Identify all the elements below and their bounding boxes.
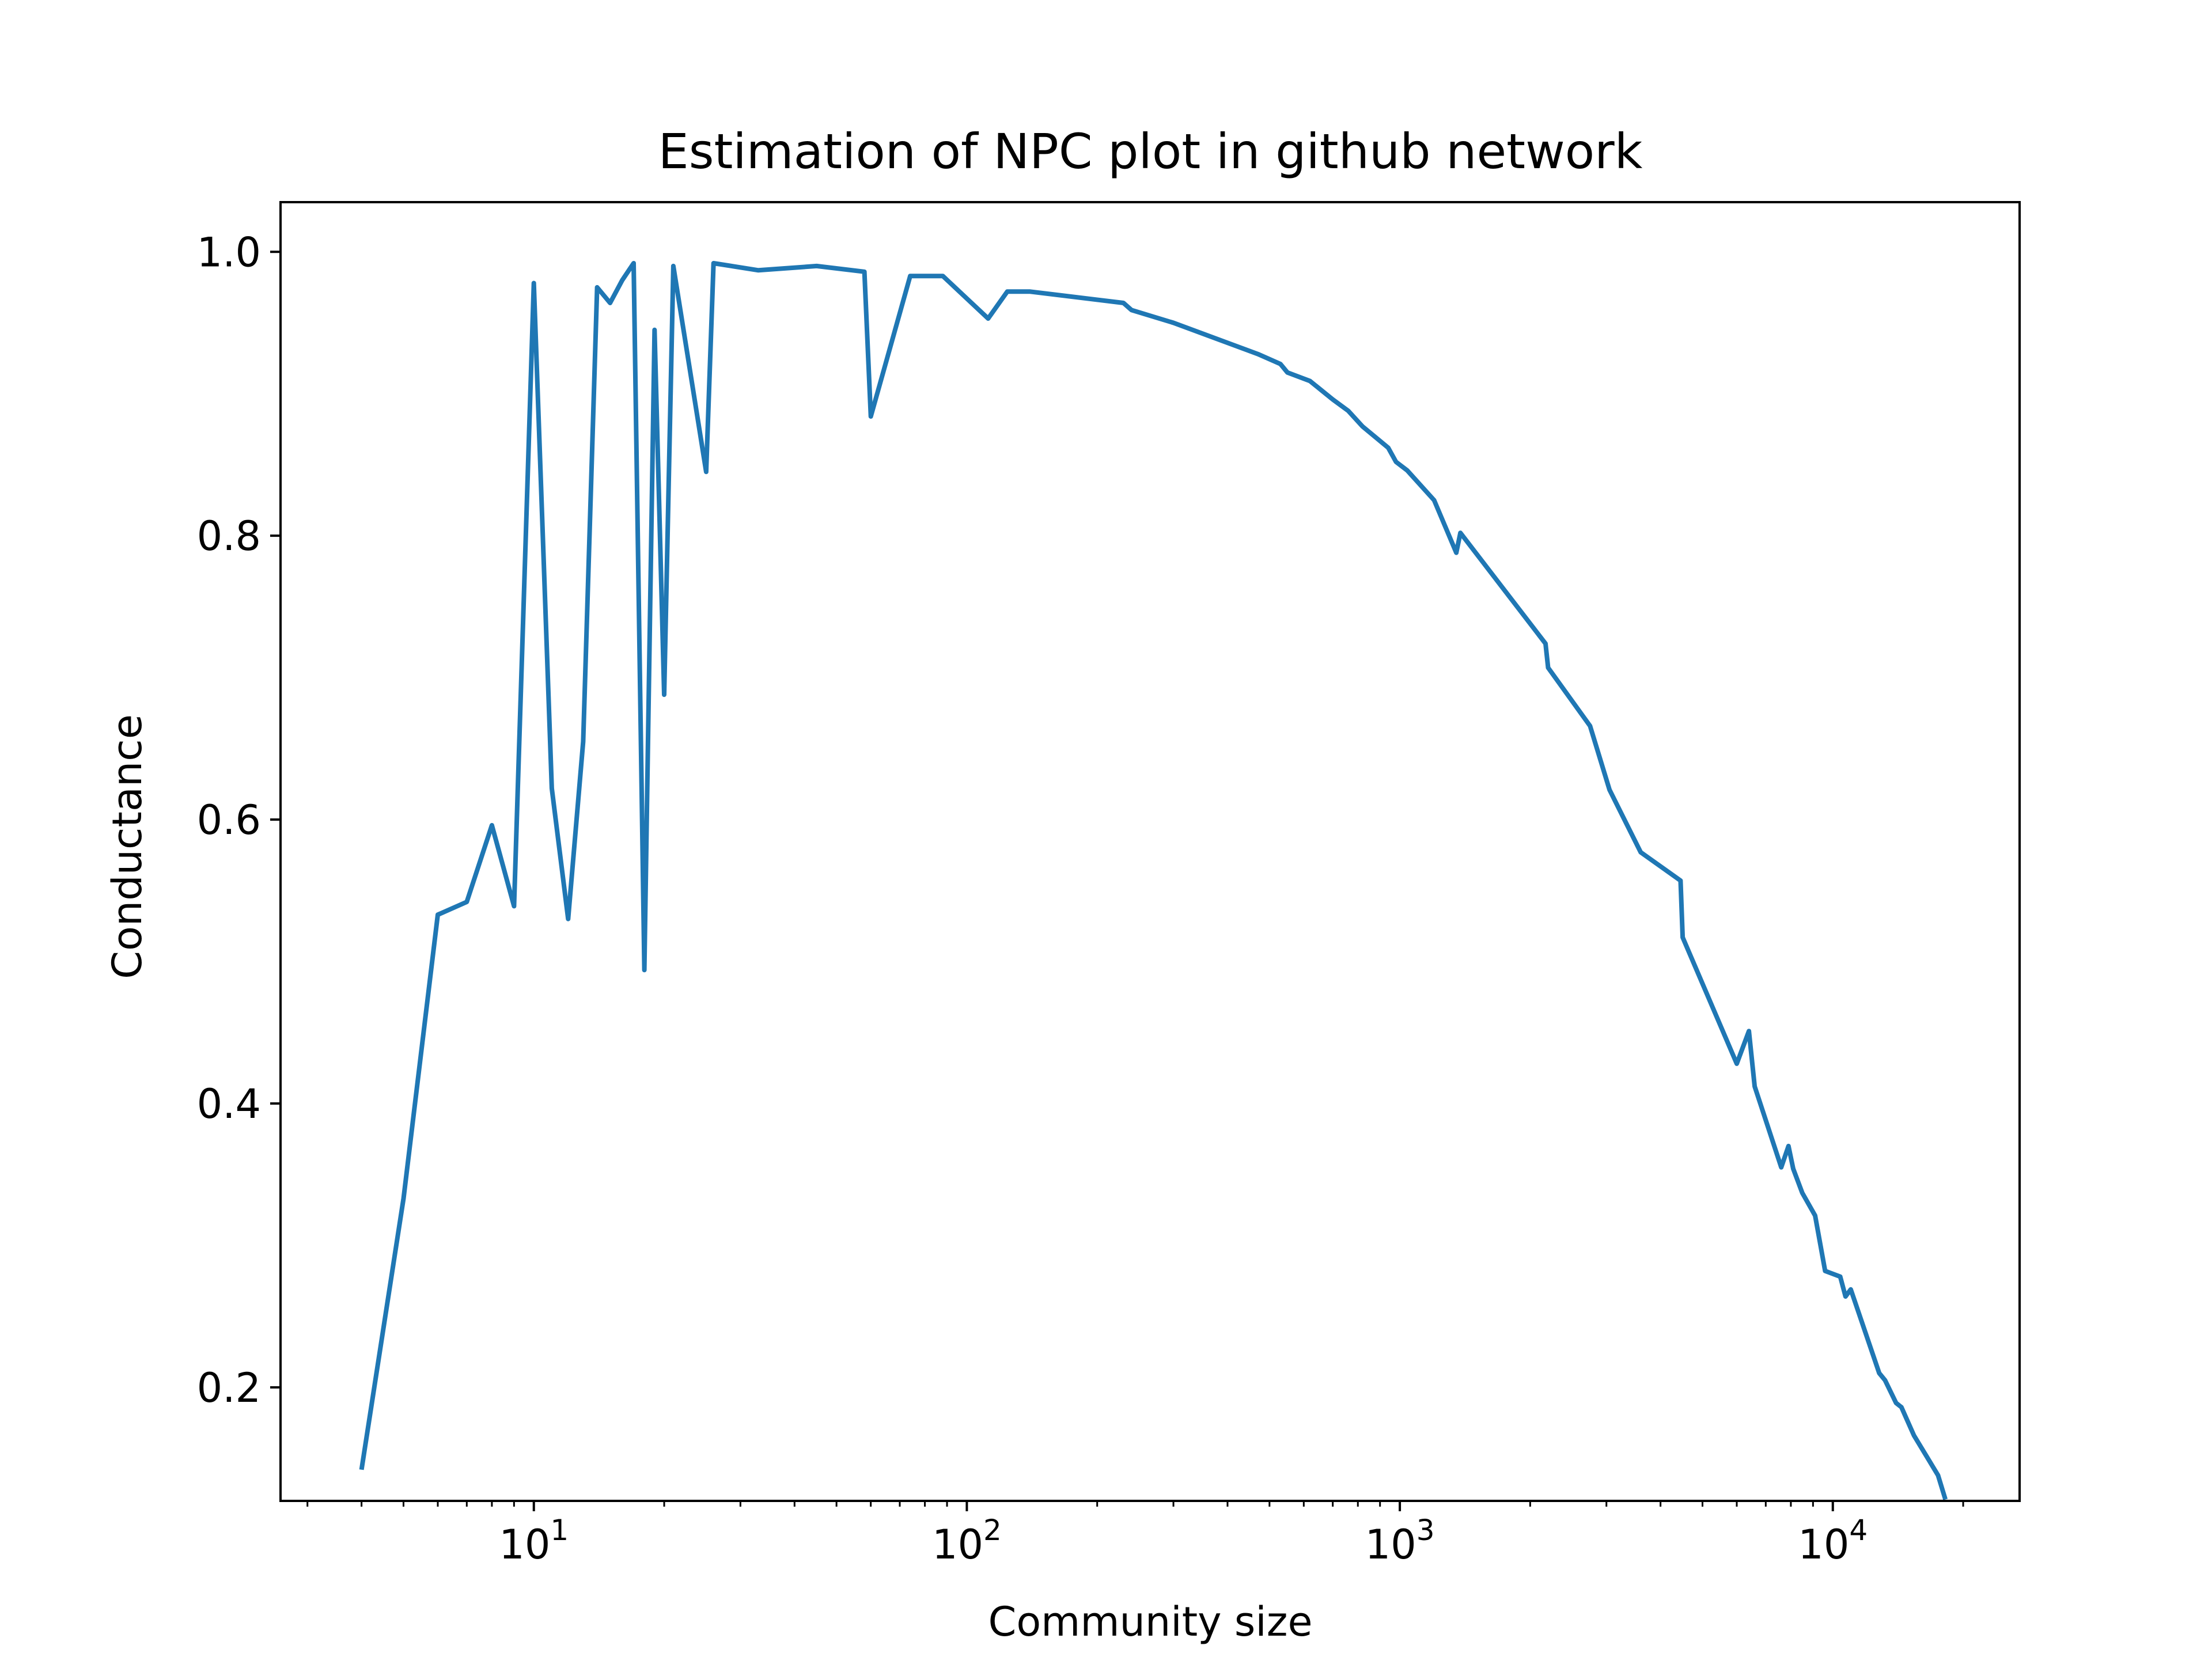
data-point: [1845, 1296, 1846, 1297]
data-point: [1736, 1063, 1737, 1064]
data-point: [1609, 789, 1610, 790]
data-point: [1896, 1402, 1897, 1404]
data-point: [1131, 309, 1132, 310]
data-point: [1901, 1406, 1902, 1408]
data-point: [1914, 1435, 1915, 1436]
x-tick-label: 103: [1365, 1514, 1435, 1568]
y-tick-label: 0.8: [197, 513, 261, 560]
data-point: [1815, 1215, 1816, 1216]
data-point: [654, 329, 655, 331]
y-tick-label: 0.2: [197, 1364, 261, 1412]
data-point: [1388, 447, 1389, 448]
y-tick-label: 1.0: [197, 229, 261, 276]
series-line: [359, 261, 1948, 1500]
data-point: [1937, 1475, 1938, 1476]
data-point: [1793, 1168, 1794, 1169]
data-point: [1348, 410, 1349, 411]
data-point: [1548, 667, 1549, 668]
data-point: [1754, 1086, 1755, 1087]
data-point: [1029, 291, 1031, 292]
data-point: [1332, 399, 1334, 400]
data-point: [361, 1469, 362, 1470]
x-tick-label: 104: [1798, 1514, 1868, 1568]
data-point: [582, 741, 584, 742]
data-point: [1680, 880, 1681, 881]
data-point: [1640, 852, 1641, 853]
data-point: [1788, 1146, 1789, 1147]
data-point: [1257, 354, 1259, 355]
data-point: [706, 471, 707, 472]
data-point: [466, 901, 467, 902]
chart-title: Estimation of NPC plot in github network: [658, 123, 1643, 180]
data-point: [513, 905, 514, 907]
data-point: [987, 318, 988, 319]
data-point: [622, 280, 623, 281]
data-point: [1396, 461, 1397, 462]
data-point: [1781, 1167, 1782, 1168]
data-point: [597, 287, 598, 288]
data-point: [1362, 426, 1363, 427]
data-point: [1460, 532, 1461, 533]
data-point: [551, 788, 552, 789]
data-point: [758, 270, 759, 271]
data-point: [1802, 1192, 1803, 1193]
y-tick-label: 0.4: [197, 1080, 261, 1128]
data-point: [1748, 1030, 1749, 1032]
data-point: [910, 275, 911, 276]
data-point: [1123, 302, 1124, 304]
y-tick-label: 0.6: [197, 797, 261, 844]
data-point: [567, 919, 569, 920]
data-point: [403, 1198, 404, 1199]
data-point: [1407, 470, 1408, 471]
data-point: [816, 266, 817, 267]
data-point: [1280, 363, 1281, 365]
data-point: [1850, 1289, 1851, 1290]
data-point: [870, 416, 872, 417]
data-point: [1589, 725, 1590, 726]
x-tick-label: 101: [499, 1514, 569, 1568]
data-point: [1840, 1276, 1841, 1277]
data-point: [942, 275, 944, 276]
y-axis-label: Conductance: [104, 714, 151, 979]
data-point: [864, 271, 865, 272]
data-point: [1682, 937, 1683, 938]
data-point: [1434, 500, 1435, 501]
data-point: [1930, 1462, 1931, 1463]
data-point: [1287, 372, 1288, 373]
data-point: [533, 283, 535, 284]
data-point: [633, 263, 634, 264]
data-point: [644, 969, 645, 970]
data-point: [1545, 643, 1546, 644]
plot-area-frame: [279, 201, 2021, 1502]
data-point: [437, 914, 438, 915]
data-point: [1173, 323, 1174, 324]
data-point: [609, 302, 611, 304]
x-axis-label: Community size: [988, 1598, 1312, 1645]
y-axis: 0.2 0.4 0.6 0.8 1.0: [197, 229, 281, 1412]
data-point: [1884, 1380, 1885, 1381]
data-point: [1309, 381, 1310, 382]
data-point: [713, 263, 714, 264]
data-point: [1824, 1271, 1825, 1272]
data-point: [1007, 291, 1008, 292]
data-point: [1878, 1372, 1880, 1374]
data-point: [1456, 552, 1457, 553]
series-layer: [359, 261, 1948, 1500]
x-axis: 101 102 103 104: [306, 1501, 1964, 1568]
data-point: [673, 266, 674, 267]
data-point: [664, 694, 665, 695]
x-tick-label: 102: [932, 1514, 1002, 1568]
data-point: [491, 825, 493, 826]
